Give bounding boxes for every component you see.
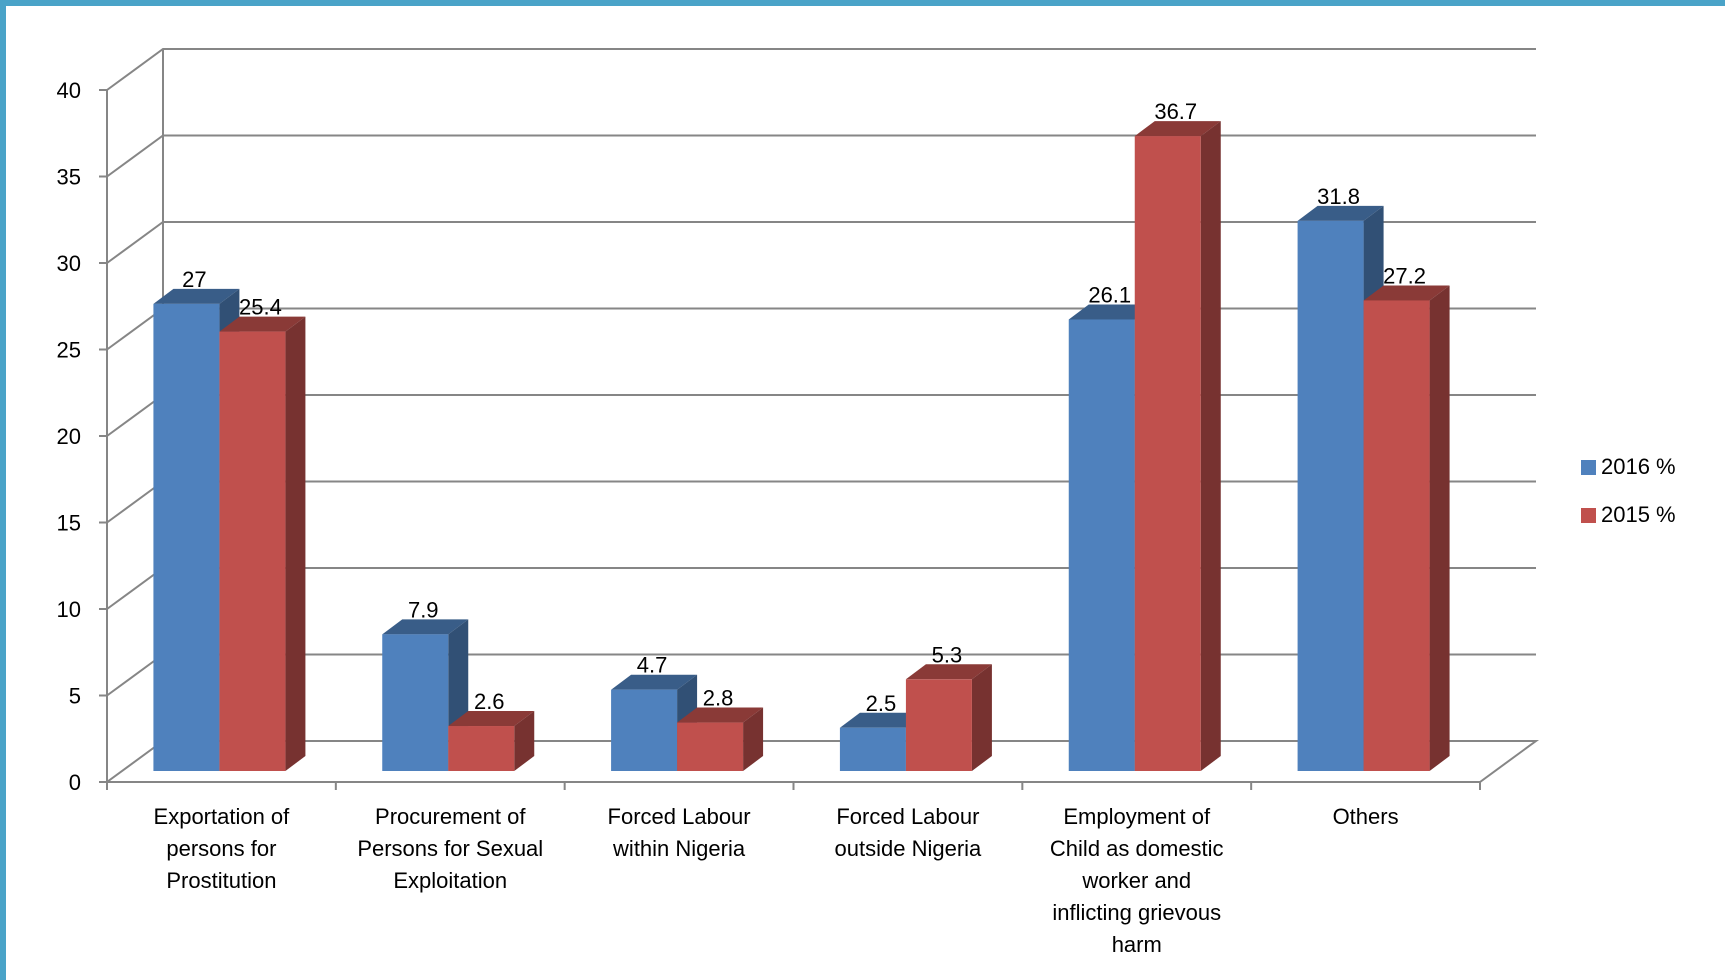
x-tick-label-line: Forced Labour [836,804,979,829]
x-tick-label: Procurement of Persons for Sexual Exploita… [357,804,543,893]
bar-side [743,707,764,771]
legend-swatch [1581,508,1596,523]
y-tick-label: 0 [69,770,81,795]
x-tick-label: Employment of Child as domestic worker and… [1050,804,1224,957]
x-tick-label-line: Child as domestic [1050,836,1224,861]
bar-top [677,707,764,723]
bar [677,722,744,771]
bar-top [1297,205,1384,221]
gridline [106,134,1536,178]
data-label: 2.5 [866,691,897,716]
y-tick-label: 30 [57,251,81,276]
data-label: 26.1 [1088,282,1131,307]
data-label: 4.7 [637,653,668,678]
y-tick-label: 15 [57,511,81,536]
data-label: 2.8 [703,686,734,711]
data-label: 7.9 [408,597,439,622]
bar [611,689,678,771]
data-label: 5.3 [932,642,963,667]
bar-side [971,664,992,771]
bar-top [1134,121,1221,137]
x-tick-label-line: worker and [1081,868,1191,893]
bar-side [285,316,306,771]
x-tick-label-line: harm [1112,932,1162,957]
legend-label: 2015 % [1601,502,1676,527]
gridline [106,221,1536,264]
data-label: 27.2 [1383,263,1426,288]
bar-top [611,674,698,690]
bar-side [1200,121,1221,772]
bar [839,727,906,771]
bar-side [514,711,535,771]
x-tick-label: Exportation of persons for Prostitution [154,804,291,893]
bar [382,634,449,771]
bar [1068,319,1135,771]
data-label: 2.6 [474,689,505,714]
x-tick-label-line: Prostitution [166,868,276,893]
x-tick-label-line: inflicting grievous [1052,900,1221,925]
x-tick-label-line: Exportation of [154,804,291,829]
bar [153,303,220,771]
x-tick-label-line: Others [1333,804,1399,829]
bar-top [448,711,535,727]
y-tick-label: 5 [69,684,81,709]
bar-top [1068,304,1155,320]
bar-top [839,712,926,728]
y-tick-label: 25 [57,338,81,363]
data-label: 31.8 [1317,184,1360,209]
legend-label: 2016 % [1601,454,1676,479]
x-tick-label-line: Exploitation [393,868,507,893]
y-tick-label: 20 [57,424,81,449]
x-tick-label: Forced Labour outside Nigeria [835,804,983,861]
x-tick-label: Forced Labour within Nigeria [608,804,751,861]
data-label: 25.4 [239,295,282,320]
x-tick-label-line: Persons for Sexual [357,836,543,861]
bar [448,726,515,771]
y-tick-label: 35 [57,165,81,190]
bars-group: 27 25.4 7.9 2.6 4.7 2.8 2.5 5.3 26.1 36.7 31.8 27.2 [153,99,1450,772]
x-tick-label: Others [1333,804,1399,829]
x-tick-label-line: Forced Labour [608,804,751,829]
bar-top [1363,285,1450,301]
legend-swatch [1581,460,1596,475]
legend: 2016 % 2015 % [1581,454,1676,527]
bar [219,331,286,771]
data-label: 36.7 [1154,99,1197,124]
y-tick-label: 10 [57,597,81,622]
x-tick-label-line: persons for [166,836,276,861]
bar [1134,136,1201,772]
bar-top [219,316,306,332]
x-tick-label-line: Employment of [1063,804,1211,829]
x-tick-label-line: within Nigeria [612,836,746,861]
x-tick-label-line: outside Nigeria [835,836,983,861]
bar [905,679,972,771]
bar-top [382,619,469,635]
bar [1363,300,1430,771]
bar-side [1429,285,1450,771]
data-label: 27 [182,267,206,292]
x-tick-label-line: Procurement of [375,804,526,829]
bar-top [905,664,992,680]
gridline [106,48,1536,91]
bar [1297,220,1364,772]
bar-top [153,288,240,304]
y-tick-label: 40 [57,78,81,103]
